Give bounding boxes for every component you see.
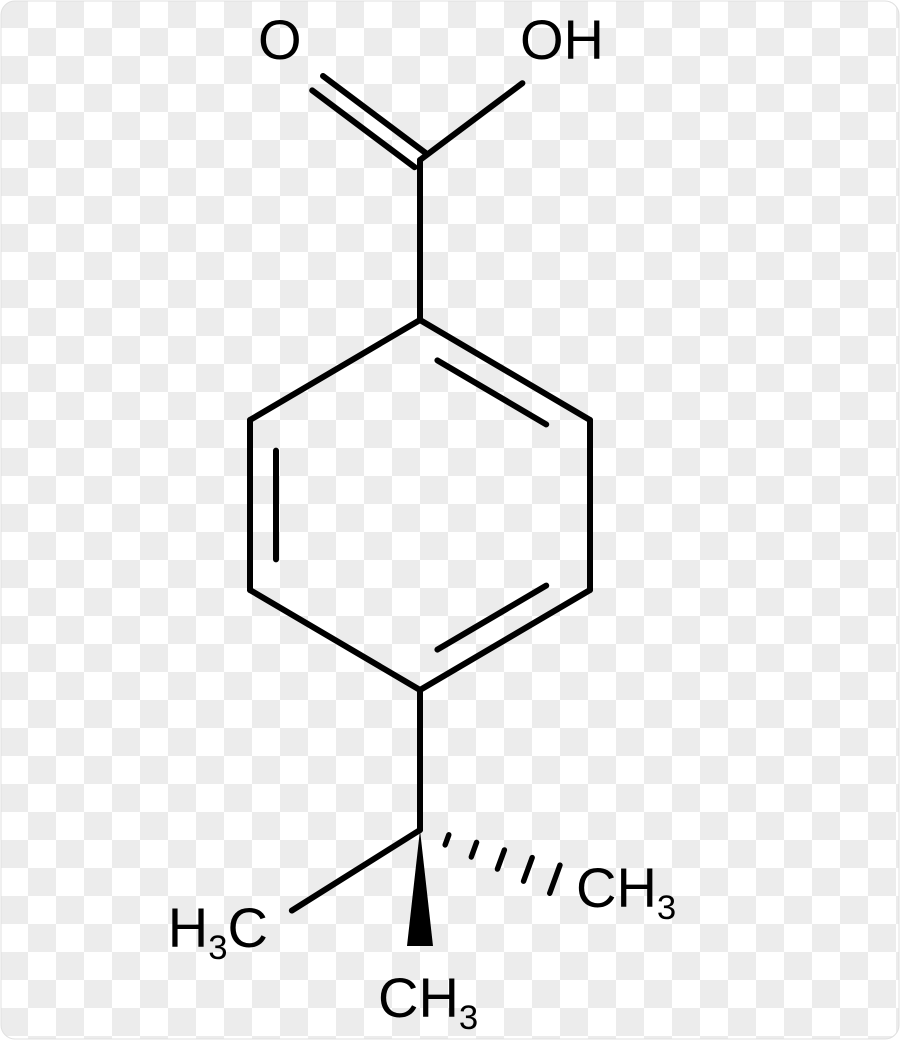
chemical-structure-diagram: [0, 0, 900, 1040]
oxygen-double-bond-label: O: [258, 12, 302, 68]
hydroxyl-label: OH: [520, 12, 604, 68]
methyl-down-label: CH3: [378, 970, 478, 1026]
methyl-left-label: H3C: [168, 900, 268, 956]
methyl-right-label: CH3: [576, 860, 676, 916]
